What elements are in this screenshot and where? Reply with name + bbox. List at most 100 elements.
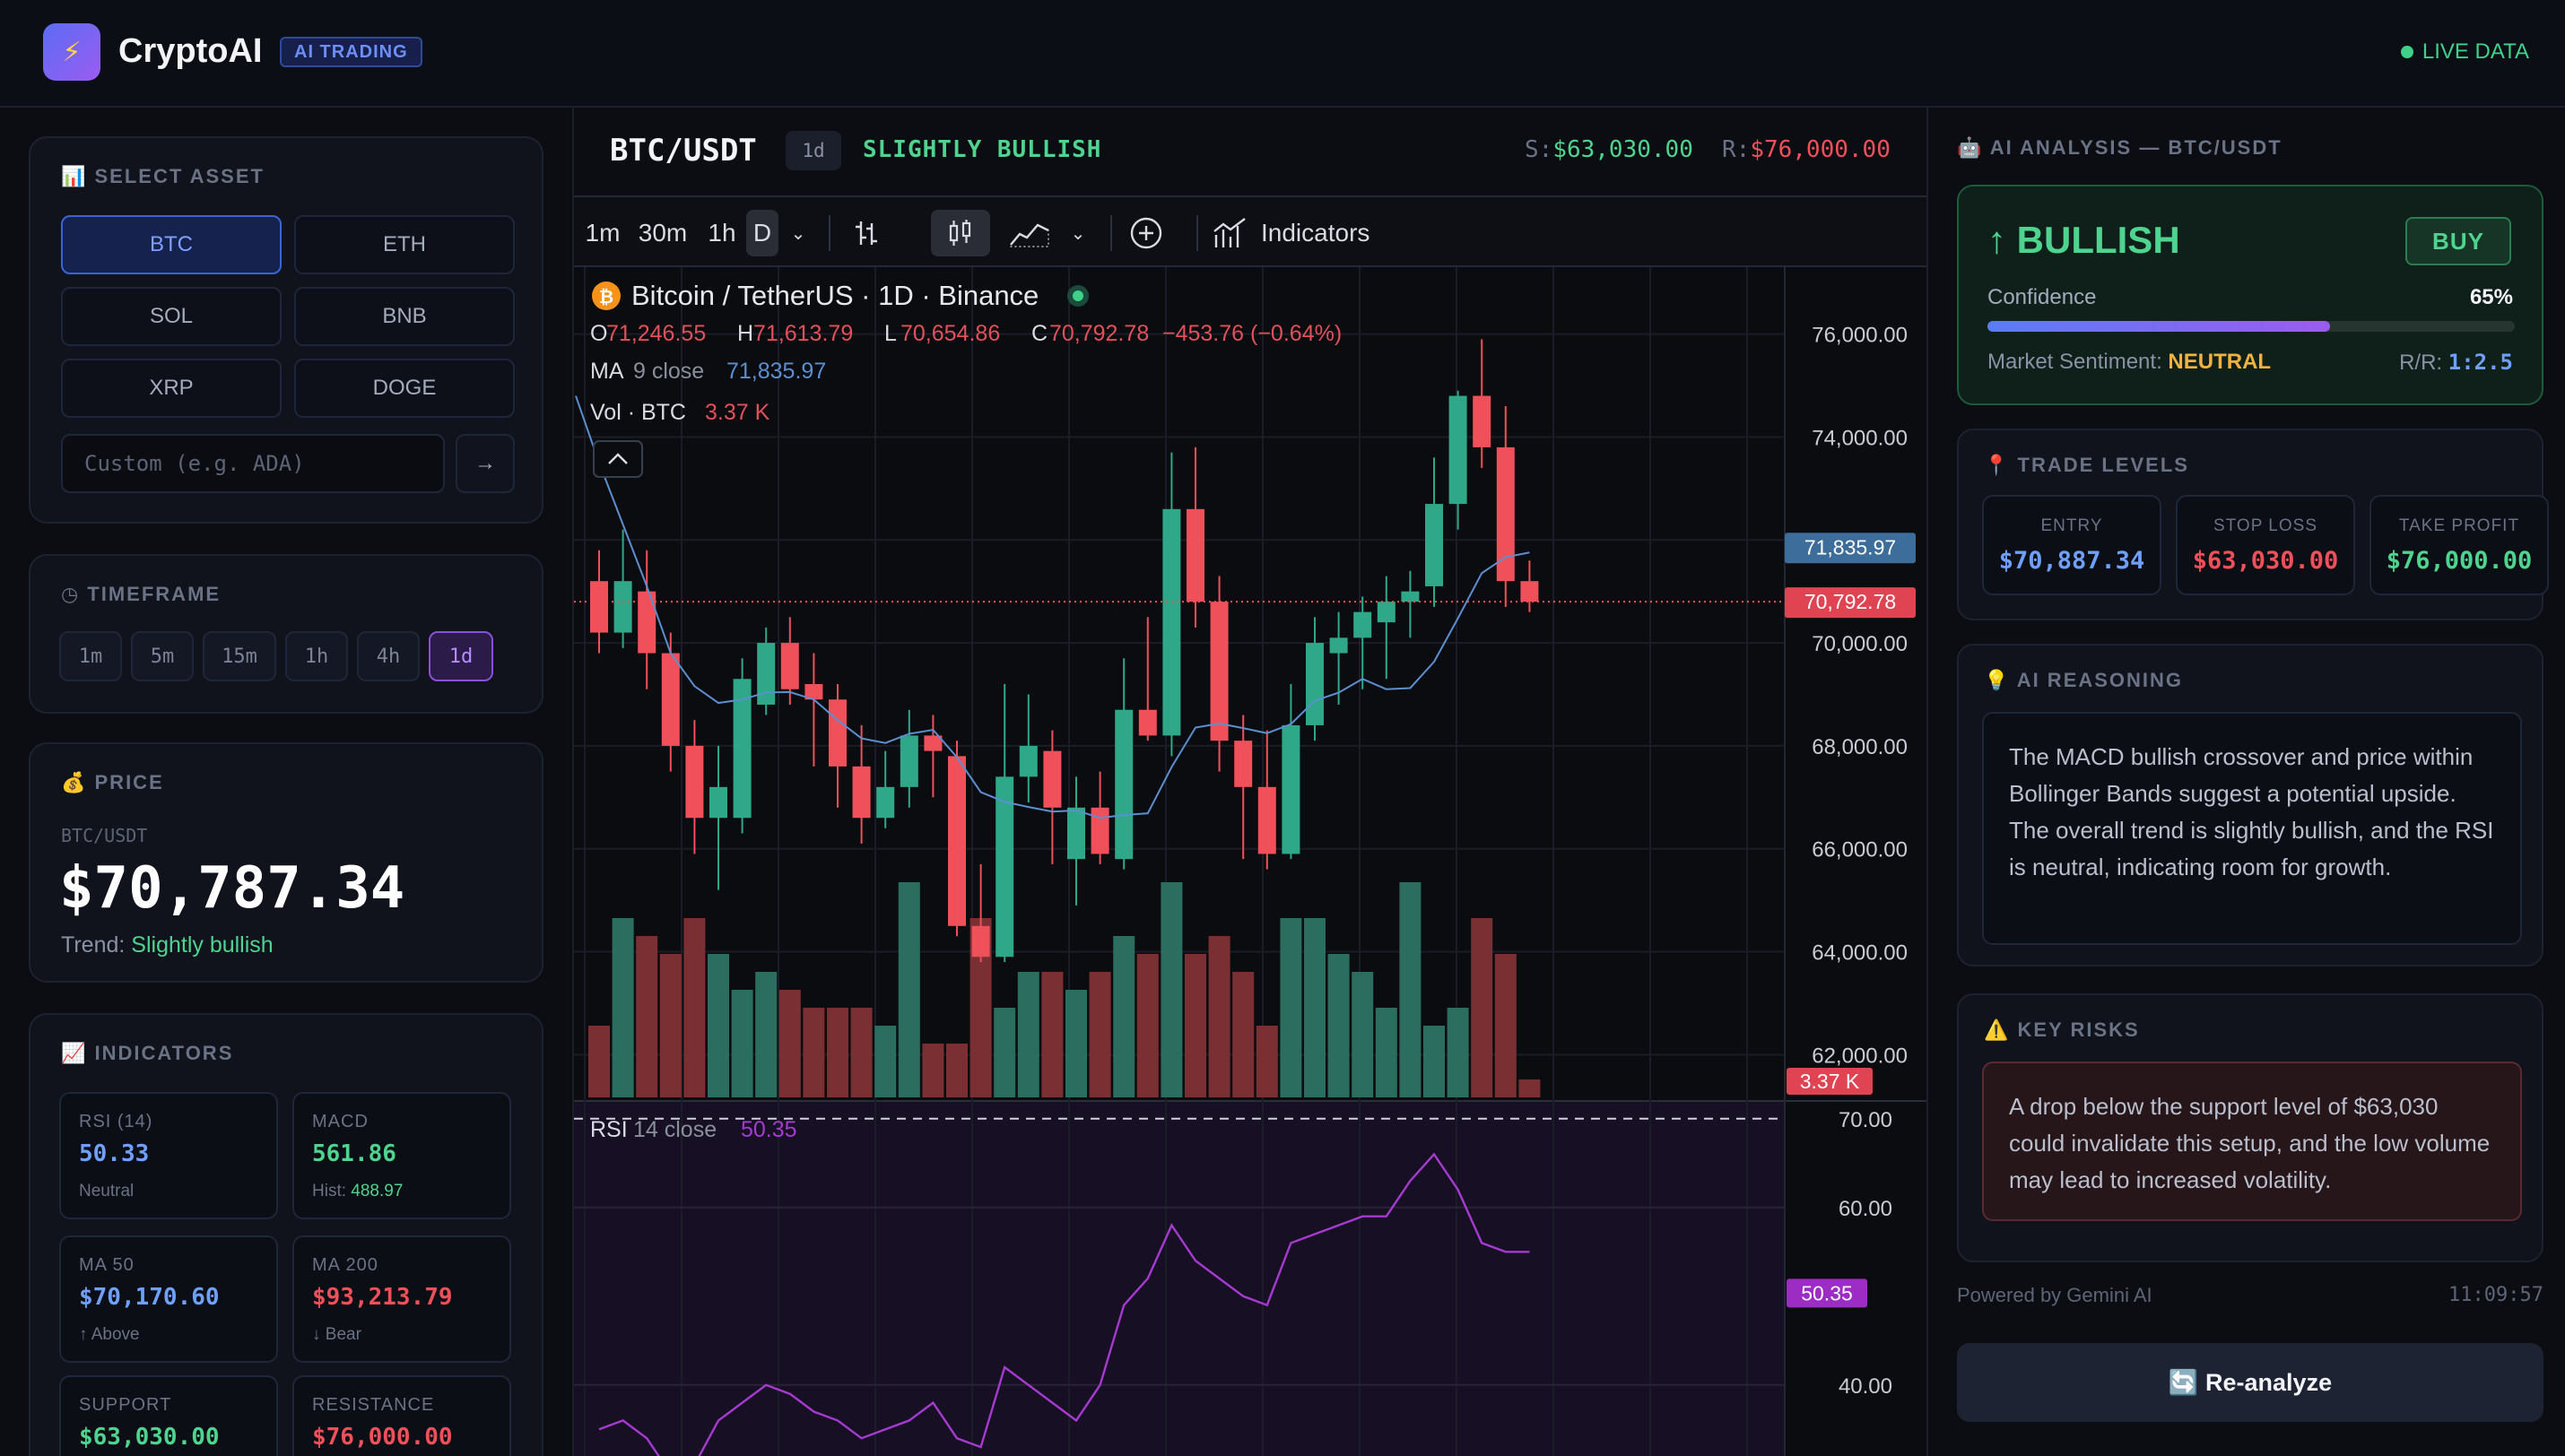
- rsi-legend-value: 50.35: [741, 1117, 797, 1142]
- ma-legend-params: 9 close: [633, 359, 704, 384]
- analysis-timestamp: 11:09:57: [2448, 1284, 2543, 1306]
- candle-body: [1401, 591, 1420, 602]
- indicators-button[interactable]: Indicators: [1213, 210, 1392, 256]
- candle-body: [829, 699, 847, 767]
- bitcoin-symbol-icon: ₿: [599, 288, 613, 308]
- volume-tag: 3.37 K: [1800, 1070, 1860, 1093]
- support-readout: S:$63,030.00: [1525, 136, 1693, 163]
- ai-reasoning-text: The MACD bullish crossover and price wit…: [1982, 712, 2522, 945]
- rsi-tick-label: 70.00: [1839, 1108, 1892, 1132]
- ai-reasoning-title: 💡 AI REASONING: [1984, 669, 2184, 691]
- timeframe-15m[interactable]: 15m: [203, 631, 276, 681]
- indicator-value: 50.33: [79, 1140, 150, 1167]
- ohlc-value: 71,246.55: [606, 321, 706, 346]
- volume-bar: [731, 990, 753, 1097]
- buy-signal-badge[interactable]: BUY: [2405, 217, 2511, 265]
- volume-bar: [850, 1008, 873, 1097]
- candle-body: [1377, 602, 1396, 623]
- ohlc-key: L: [884, 321, 897, 346]
- right-divider: [1926, 108, 1928, 1456]
- price-pair: BTC/USDT: [61, 825, 148, 846]
- powered-by-label: Powered by Gemini AI: [1957, 1284, 2152, 1306]
- volume-bar: [827, 1008, 848, 1097]
- interval-d[interactable]: D: [746, 210, 778, 256]
- volume-bar: [1280, 918, 1302, 1097]
- timeframe-4h[interactable]: 4h: [357, 631, 420, 681]
- volume-tag-bg: [1787, 1068, 1873, 1095]
- candle-chart-type-icon[interactable]: [931, 210, 990, 256]
- interval-1h[interactable]: 1h: [708, 219, 736, 247]
- candle-body: [852, 766, 871, 819]
- candlestick-chart[interactable]: 76,000.0074,000.0072,000.0070,000.0068,0…: [574, 267, 1926, 1456]
- interval-dropdown-chevron-icon[interactable]: ⌄: [790, 223, 806, 244]
- volume-bar: [1089, 972, 1111, 1097]
- indicator-value: $76,000.00: [312, 1424, 453, 1451]
- asset-button-eth[interactable]: ETH: [294, 215, 515, 274]
- level-value: $70,887.34: [1998, 547, 2145, 575]
- rsi-legend-label: RSI: [590, 1117, 628, 1142]
- trend-text: Trend: Slightly bullish: [61, 932, 274, 958]
- chart-type-dropdown-chevron-icon[interactable]: ⌄: [1070, 223, 1086, 244]
- volume-bar: [1017, 972, 1039, 1097]
- y-tick-label: 70,000.00: [1812, 632, 1908, 656]
- indicator-label: SUPPORT: [79, 1395, 172, 1415]
- timeframe-title: ◷ TIMEFRAME: [61, 583, 222, 605]
- confidence-bar-fill: [1987, 321, 2331, 332]
- level-label: TAKE PROFIT: [2398, 516, 2520, 535]
- volume-bar: [1208, 936, 1230, 1097]
- asset-button-doge[interactable]: DOGE: [294, 359, 515, 418]
- confidence-value: 65%: [2469, 285, 2513, 309]
- chart-header: BTC/USDT 1d SLIGHTLY BULLISH S:$63,030.0…: [574, 109, 1926, 195]
- asset-button-btc[interactable]: BTC: [61, 215, 282, 274]
- live-data-indicator: LIVE DATA: [2400, 39, 2529, 65]
- volume-bar: [1518, 1079, 1541, 1097]
- last-price-tag: 70,792.78: [1804, 590, 1896, 613]
- y-tick-label: 76,000.00: [1812, 324, 1908, 348]
- reanalyze-button[interactable]: 🔄 Re-analyze: [1957, 1343, 2543, 1422]
- sentiment-label: Market Sentiment:: [1987, 350, 2162, 374]
- candle-body: [1138, 709, 1157, 736]
- timeframe-5m[interactable]: 5m: [131, 631, 194, 681]
- candle-body: [1115, 709, 1134, 860]
- plus-circle-icon: [1130, 217, 1162, 249]
- support-label: S:: [1525, 136, 1553, 163]
- indicator-ma200: MA 200 $93,213.79 ↓ Bear: [292, 1235, 511, 1363]
- asset-button-xrp[interactable]: XRP: [61, 359, 282, 418]
- key-risks-card: ⚠️ KEY RISKS A drop below the support le…: [1957, 993, 2543, 1262]
- candle-body: [1448, 395, 1467, 505]
- volume-bar: [1327, 954, 1350, 1097]
- interval-30m[interactable]: 30m: [638, 219, 688, 247]
- candle-body: [900, 735, 918, 787]
- volume-bar: [1136, 954, 1159, 1097]
- sentiment-value: NEUTRAL: [2168, 350, 2272, 374]
- select-asset-card: 📊 SELECT ASSET BTC ETH SOL BNB XRP DOGE …: [29, 136, 543, 524]
- ohlc-value: 70,654.86: [900, 321, 1000, 346]
- resistance-value: $76,000.00: [1750, 136, 1891, 163]
- asset-button-bnb[interactable]: BNB: [294, 287, 515, 346]
- candle-body: [733, 679, 752, 819]
- indicator-value: 561.86: [312, 1140, 396, 1167]
- candle-body: [1043, 750, 1062, 808]
- ma-legend-label: MA: [590, 359, 624, 384]
- volume-bar: [1113, 936, 1135, 1097]
- timeframe-1h[interactable]: 1h: [285, 631, 348, 681]
- level-value: $76,000.00: [2386, 547, 2533, 575]
- brand-name: CryptoAI: [118, 32, 263, 70]
- interval-1m[interactable]: 1m: [585, 219, 621, 247]
- confidence-bar: [1987, 321, 2515, 332]
- timeframe-1d[interactable]: 1d: [429, 631, 493, 681]
- candle-body: [1520, 581, 1539, 602]
- candle-body: [1019, 745, 1038, 777]
- indicator-label: MA 50: [79, 1255, 135, 1275]
- asset-button-sol[interactable]: SOL: [61, 287, 282, 346]
- custom-asset-input[interactable]: Custom (e.g. ADA): [61, 434, 445, 493]
- custom-asset-go-button[interactable]: →: [456, 434, 515, 493]
- volume-bar: [1304, 918, 1326, 1097]
- indicator-rsi: RSI (14) 50.33 Neutral: [59, 1092, 278, 1219]
- indicators-label: Indicators: [1261, 219, 1370, 247]
- live-dot-icon: [2400, 46, 2413, 58]
- add-plus-icon[interactable]: [1121, 210, 1171, 256]
- area-chart-type-icon[interactable]: [1004, 210, 1055, 256]
- timeframe-1m[interactable]: 1m: [59, 631, 122, 681]
- bar-chart-type-icon[interactable]: [841, 210, 891, 256]
